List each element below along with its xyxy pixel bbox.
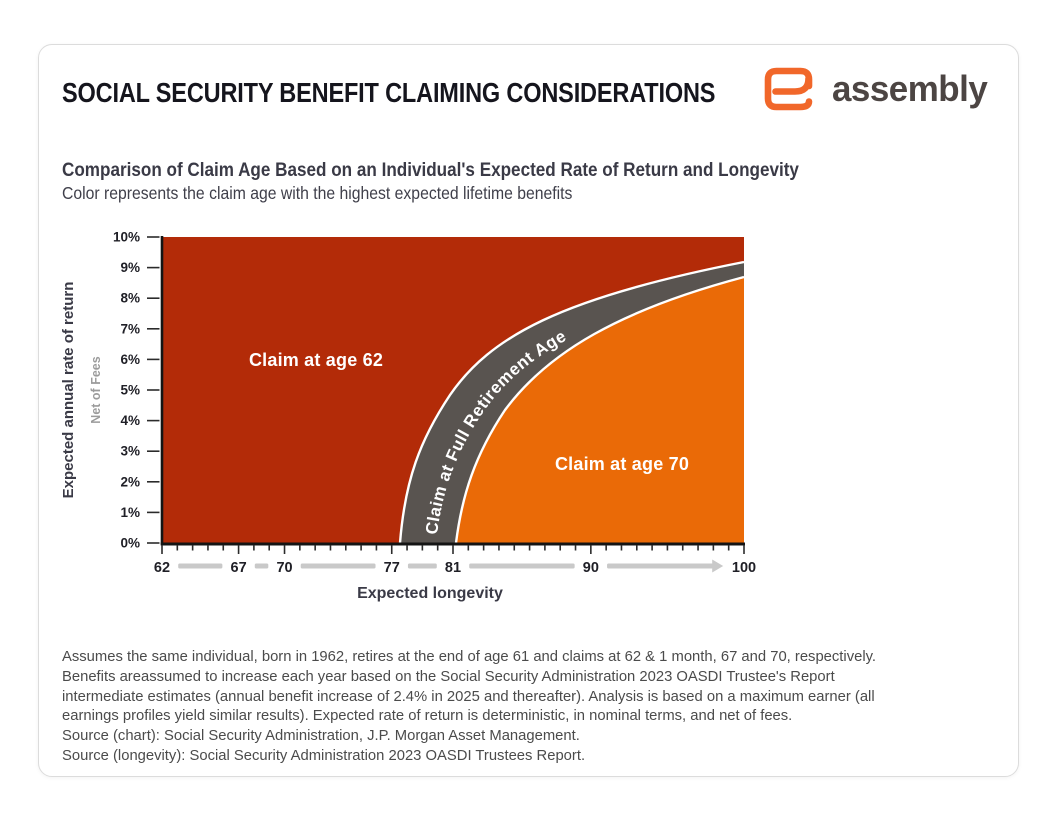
x-axis-ticks: 62 67 70 77 81 90 100 (154, 545, 756, 576)
x-axis-connector-bar (607, 563, 714, 569)
region-claim-70 (456, 277, 744, 543)
y-axis-subtitle: Net of Fees (89, 356, 103, 423)
y-tick-label: 3% (120, 444, 140, 459)
region-claim-fra-band (400, 262, 744, 543)
assembly-logo-icon (764, 67, 813, 111)
page-title: SOCIAL SECURITY BENEFIT CLAIMING CONSIDE… (62, 77, 716, 108)
region-label-70: Claim at age 70 (555, 454, 689, 474)
footnote-line: Assumes the same individual, born in 196… (62, 649, 877, 665)
footnote-line: intermediate estimates (annual benefit i… (62, 688, 875, 705)
footnote-line: Benefits areassumed to increase each yea… (62, 668, 835, 685)
y-axis-ticks: 10% 9% 8% 7% 6% 5% 4% 3% 2% 1% 0% (113, 230, 160, 551)
chart-heading: Comparison of Claim Age Based on an Indi… (62, 159, 799, 205)
x-tick-label: 100 (732, 560, 756, 576)
logo-outline-path (764, 67, 813, 111)
footnote-line: Source (chart): Social Security Administ… (62, 728, 580, 745)
y-tick-label: 0% (120, 536, 140, 551)
footnote: Assumes the same individual, born in 196… (62, 648, 1002, 767)
fra-band-right-boundary (454, 275, 745, 544)
x-tick-label: 70 (276, 560, 292, 576)
x-axis-connector-bar (469, 563, 575, 569)
x-tick-label: 62 (154, 560, 170, 576)
chart-subtitle: Color represents the claim age with the … (62, 183, 573, 203)
y-tick-label: 7% (120, 321, 140, 336)
x-tick-label: 77 (384, 560, 400, 576)
y-tick-label: 9% (120, 260, 140, 275)
y-tick-label: 5% (120, 383, 140, 398)
x-axis-connector-bar (407, 563, 437, 569)
x-axis-title: Expected longevity (357, 585, 503, 602)
brand-logo: assembly (758, 60, 992, 118)
y-axis-title: Expected annual rate of return (60, 282, 77, 499)
x-axis-arrow-connectors (178, 559, 724, 573)
region-label-62: Claim at age 62 (249, 350, 383, 370)
chart-title: Comparison of Claim Age Based on an Indi… (62, 160, 799, 181)
y-tick-label: 1% (120, 505, 140, 520)
y-tick-label: 8% (120, 291, 140, 306)
x-tick-label: 67 (231, 560, 247, 576)
y-tick-label: 2% (120, 474, 140, 489)
x-axis-connector-bar (254, 563, 269, 569)
x-tick-label: 90 (583, 560, 599, 576)
fra-band-left-boundary (398, 260, 745, 544)
y-tick-label: 6% (120, 352, 140, 367)
x-axis-connector-bar (300, 563, 376, 569)
y-tick-label: 10% (113, 230, 140, 245)
x-axis-connector-bar (178, 563, 223, 569)
y-tick-label: 4% (120, 413, 140, 428)
x-axis-arrowhead-icon (712, 559, 724, 573)
logo-inner-path (772, 75, 812, 95)
footnote-line: Source (longevity): Social Security Admi… (62, 747, 586, 764)
brand-name: assembly (832, 68, 988, 109)
footnote-line: earnings profiles yield similar results)… (62, 708, 793, 725)
x-tick-label: 81 (445, 560, 461, 576)
